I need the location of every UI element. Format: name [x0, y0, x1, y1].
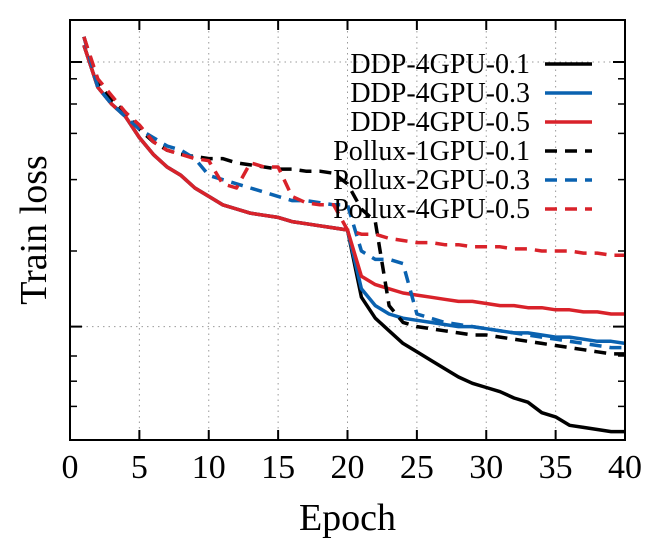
series-line-pollux-2gpu-0.3 — [82, 36, 625, 350]
x-tick-label: 10 — [192, 449, 226, 486]
axis-ticks — [69, 20, 626, 440]
x-axis-label: Epoch — [299, 497, 396, 539]
legend-label: DDP-4GPU-0.5 — [350, 107, 530, 138]
y-axis-label: Train loss — [13, 155, 55, 305]
legend-label: Pollux-4GPU-0.5 — [333, 194, 530, 225]
x-tick-label: 25 — [400, 449, 434, 486]
series-lines — [82, 36, 626, 434]
x-tick-label: 35 — [539, 449, 573, 486]
series-line-pollux-4gpu-0.5 — [82, 36, 625, 257]
x-tick-label: 5 — [131, 449, 148, 486]
series-line-ddp-4gpu-0.5 — [82, 44, 625, 316]
x-tick-label: 15 — [261, 449, 295, 486]
legend-label: Pollux-2GPU-0.3 — [333, 165, 530, 196]
legend-label: Pollux-1GPU-0.1 — [333, 136, 530, 167]
x-tick-labels: 0 5 10 15 20 25 30 35 40 — [62, 449, 643, 486]
x-tick-label: 30 — [469, 449, 503, 486]
x-tick-label: 20 — [331, 449, 365, 486]
series-line-pollux-1gpu-0.1 — [82, 36, 625, 356]
x-tick-label: 40 — [608, 449, 642, 486]
legend-label: DDP-4GPU-0.3 — [350, 78, 530, 109]
x-tick-label: 0 — [62, 449, 79, 486]
legend: DDP-4GPU-0.1DDP-4GPU-0.3DDP-4GPU-0.5Poll… — [333, 49, 592, 225]
legend-label: DDP-4GPU-0.1 — [350, 49, 530, 80]
